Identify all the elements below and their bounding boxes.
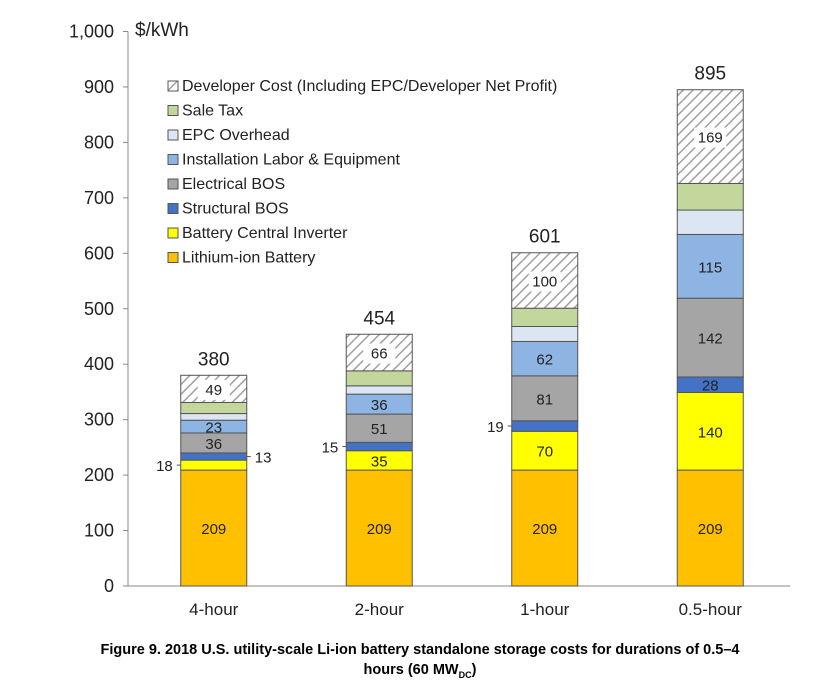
data-label: 49 <box>205 382 222 399</box>
y-tick-label: 500 <box>84 299 114 319</box>
stacked-bar-chart: $/kWh 0 100 200 300 400 500 600 700 800 900 1,000 4… <box>69 20 790 619</box>
bar-segment <box>511 420 579 432</box>
y-tick-label: 100 <box>84 521 114 541</box>
bar-segment <box>511 307 579 327</box>
legend-swatch <box>167 105 179 116</box>
data-label: 81 <box>536 391 553 408</box>
bar-segment <box>345 469 413 587</box>
data-label: 209 <box>698 521 723 538</box>
label-background <box>197 379 230 400</box>
caption-line-1: Figure 9. 2018 U.S. utility-scale Li-ion… <box>100 642 740 658</box>
data-label: 28 <box>702 378 719 395</box>
legend-label: Structural BOS <box>182 201 289 218</box>
data-label: 19 <box>487 419 504 436</box>
bar-segment <box>345 385 413 395</box>
bar-segment <box>676 182 744 211</box>
y-tick-label: 400 <box>84 354 114 374</box>
label-background <box>694 127 727 148</box>
legend-label: Installation Labor & Equipment <box>182 152 400 169</box>
label-background <box>528 271 561 292</box>
data-label: 18 <box>156 458 173 475</box>
bar-segment <box>676 209 744 235</box>
data-label: 169 <box>698 130 723 147</box>
data-label: 142 <box>698 331 723 348</box>
total-label: 601 <box>529 227 561 248</box>
data-label: 140 <box>698 424 723 441</box>
bar-segment <box>676 297 744 378</box>
y-tick-label: 900 <box>84 77 114 97</box>
legend-swatch <box>167 129 179 141</box>
y-tick-label: 700 <box>84 188 114 208</box>
bar-segment <box>676 233 744 299</box>
bar-segment <box>345 441 413 452</box>
data-label: 209 <box>532 521 557 538</box>
bar-segment <box>345 370 413 387</box>
data-label: 15 <box>322 440 339 457</box>
bar-segment <box>180 401 248 415</box>
legend-label: Battery Central Inverter <box>182 225 348 242</box>
data-label: 70 <box>536 444 553 461</box>
caption-text: hours (60 MW <box>363 662 459 678</box>
data-label: 23 <box>205 420 222 437</box>
data-label: 62 <box>536 352 553 369</box>
y-tick-label: 600 <box>84 243 114 263</box>
legend-label: Sale Tax <box>182 103 243 120</box>
data-label: 209 <box>367 521 392 538</box>
data-label: 35 <box>371 453 388 470</box>
unit-label: $/kWh <box>135 20 189 41</box>
data-label: 36 <box>371 397 388 414</box>
total-label: 380 <box>198 349 230 370</box>
data-label: 100 <box>532 273 557 290</box>
data-label: 13 <box>255 450 272 467</box>
legend-label: Developer Cost (Including EPC/Developer … <box>182 78 557 95</box>
x-tick-label: 2-hour <box>355 600 404 619</box>
bar-segment <box>511 469 579 587</box>
bar-segment <box>180 469 248 587</box>
data-label: 51 <box>371 421 388 438</box>
bar-segment <box>345 413 413 443</box>
bar-segment <box>180 452 248 461</box>
bar-segment <box>511 340 579 377</box>
data-label: 115 <box>698 259 722 276</box>
legend-swatch <box>167 227 179 239</box>
legend-label: Lithium-ion Battery <box>182 250 315 267</box>
x-tick-label: 0.5-hour <box>679 600 743 619</box>
bar-segment <box>180 413 248 421</box>
caption-end: ) <box>471 662 477 678</box>
legend-swatch <box>167 80 179 92</box>
bar-segment <box>511 325 579 342</box>
data-label: 209 <box>201 521 226 538</box>
bar-segment <box>180 459 248 471</box>
legend-swatch <box>167 203 179 214</box>
total-label: 454 <box>363 308 395 329</box>
y-tick-label: 300 <box>84 410 114 430</box>
legend-swatch <box>167 252 179 263</box>
legend-swatch <box>167 178 179 190</box>
label-background <box>363 343 396 364</box>
bar-segment <box>511 375 579 422</box>
y-tick-label: 0 <box>104 576 114 596</box>
total-label: 895 <box>694 64 726 85</box>
y-tick-label: 800 <box>84 132 114 152</box>
legend-label: Electrical BOS <box>182 176 285 193</box>
y-tick-label: 1,000 <box>69 22 114 42</box>
bar-segment <box>676 469 744 587</box>
legend-swatch <box>167 154 179 165</box>
data-label: 66 <box>371 346 388 363</box>
x-tick-label: 4-hour <box>189 600 238 619</box>
legend-label: EPC Overhead <box>182 127 290 144</box>
caption-line-2: hours (60 MWDC) <box>0 660 840 685</box>
caption-subscript: DC <box>458 669 472 680</box>
y-tick-label: 200 <box>84 465 114 485</box>
data-label: 36 <box>205 436 222 453</box>
bar-segment <box>676 391 744 471</box>
bar-segment <box>511 430 579 471</box>
x-tick-label: 1-hour <box>520 600 569 619</box>
figure-caption: Figure 9. 2018 U.S. utility-scale Li-ion… <box>0 640 840 685</box>
